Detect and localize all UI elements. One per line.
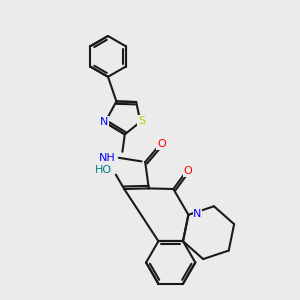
Text: NH: NH — [98, 153, 115, 163]
Text: O: O — [183, 166, 192, 176]
Text: O: O — [157, 139, 166, 149]
Text: HO: HO — [94, 165, 112, 176]
Text: N: N — [100, 117, 109, 127]
Text: N: N — [193, 209, 202, 219]
Text: S: S — [138, 116, 145, 126]
